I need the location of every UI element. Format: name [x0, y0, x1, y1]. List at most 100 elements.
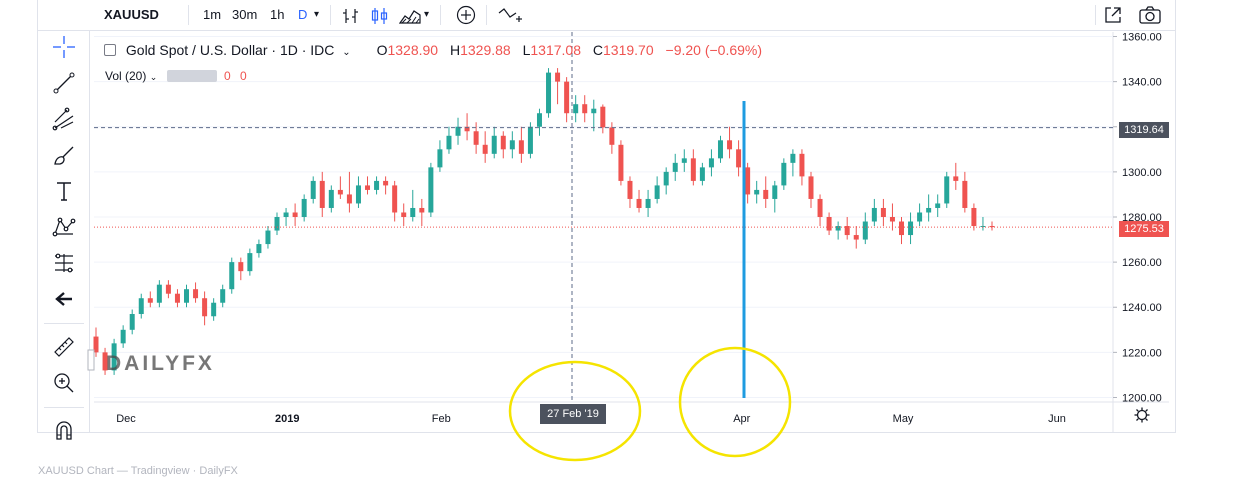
candle-body	[935, 203, 941, 208]
annotation-circle	[508, 360, 642, 462]
candle-chart-type-icon[interactable]	[370, 6, 390, 24]
candle-body	[509, 140, 515, 150]
candle-body	[500, 135, 506, 150]
candle-body	[365, 185, 371, 190]
interval-d[interactable]: D	[298, 7, 308, 22]
candles-layer	[93, 68, 995, 375]
x-tick-label: Jun	[1048, 413, 1066, 425]
zoom-in-icon[interactable]	[48, 368, 80, 398]
candle-body	[328, 189, 334, 208]
crosshair-date-label: 27 Feb '19	[540, 404, 606, 424]
candle-body	[781, 162, 787, 186]
candle-body	[953, 176, 959, 181]
y-tick-label: 1360.00	[1122, 32, 1162, 44]
interval-chevron-icon[interactable]: ▾	[314, 9, 320, 20]
sidebar-divider	[44, 323, 84, 324]
interval-30m[interactable]: 30m	[232, 7, 258, 22]
legend-low-label: L	[522, 42, 531, 58]
volume-chevron-icon[interactable]: ⌄	[149, 72, 158, 82]
candle-body	[337, 189, 343, 195]
candle-body	[808, 176, 814, 199]
candle-body	[147, 298, 153, 303]
prediction-measure-icon[interactable]	[48, 248, 80, 278]
x-tick-label: 2019	[275, 413, 299, 425]
text-tool-icon[interactable]	[48, 176, 80, 206]
candle-body	[283, 212, 289, 217]
candle-body	[618, 144, 624, 181]
candle-body	[156, 284, 162, 303]
candle-body	[663, 171, 669, 186]
legend-high-label: H	[449, 42, 461, 58]
brush-icon[interactable]	[48, 140, 80, 170]
toolbar-divider	[1095, 5, 1096, 25]
scroll-handle[interactable]	[87, 349, 95, 371]
last-price-tag: 1275.53	[1119, 221, 1169, 237]
chart-caption: XAUUSD Chart — Tradingview · DailyFX	[38, 465, 238, 477]
toolbar-divider	[440, 5, 441, 25]
legend-title[interactable]: Gold Spot / U.S. Dollar · 1D · IDC	[125, 42, 335, 58]
annotation-circle	[678, 346, 792, 458]
candle-body	[826, 217, 832, 231]
compare-icon[interactable]	[498, 6, 524, 24]
area-chevron-icon[interactable]: ▾	[424, 9, 430, 20]
candle-body	[971, 207, 977, 227]
legend-chevron-icon[interactable]: ⌄	[342, 47, 351, 58]
back-arrow-icon[interactable]	[48, 284, 80, 314]
volume-settings-icons[interactable]	[166, 70, 217, 82]
interval-1h[interactable]: 1h	[270, 7, 285, 22]
toolbar-divider	[188, 5, 189, 25]
candle-body	[93, 336, 99, 353]
candle-body	[699, 167, 705, 181]
candle-body	[754, 189, 760, 195]
pattern-tool-icon[interactable]	[48, 212, 80, 242]
candle-body	[437, 149, 443, 168]
candle-body	[654, 185, 660, 199]
candle-body	[392, 185, 398, 213]
candle-body	[555, 72, 561, 82]
candle-body	[401, 212, 407, 217]
candle-body	[645, 198, 651, 208]
top-toolbar: XAUUSD 1m 30m 1h D ▾ ▾	[38, 0, 1175, 31]
candle-body	[473, 131, 479, 145]
volume-label[interactable]: Vol (20)	[105, 69, 147, 83]
candle-body	[292, 212, 298, 217]
legend-collapse-icon[interactable]	[104, 44, 116, 56]
candle-body	[546, 72, 552, 114]
crosshair-icon[interactable]	[48, 32, 80, 62]
chart-settings-gear-icon[interactable]	[1134, 407, 1150, 428]
y-tick-label: 1240.00	[1122, 302, 1162, 314]
candle-body	[736, 149, 742, 168]
interval-1m[interactable]: 1m	[203, 7, 222, 22]
candle-body	[238, 262, 244, 272]
candle-body	[853, 235, 859, 240]
candle-body	[989, 226, 995, 228]
candle-body	[202, 298, 208, 317]
add-indicator-icon[interactable]	[456, 5, 476, 25]
candle-body	[582, 104, 588, 114]
pitchfork-icon[interactable]	[48, 104, 80, 134]
chart-legend: Gold Spot / U.S. Dollar · 1D · IDC ⌄ O13…	[104, 42, 762, 58]
magnet-icon[interactable]	[48, 416, 80, 446]
candle-body	[636, 198, 642, 208]
candle-body	[383, 180, 389, 186]
candle-body	[428, 167, 434, 213]
candle-body	[926, 207, 932, 213]
symbol-search[interactable]: XAUUSD	[104, 7, 159, 22]
ruler-icon[interactable]	[48, 332, 80, 362]
candle-body	[908, 221, 914, 236]
candle-body	[165, 284, 171, 294]
legend-high-value: 1329.88	[460, 42, 511, 58]
screenshot-camera-icon[interactable]	[1138, 4, 1162, 26]
candle-body	[889, 217, 895, 222]
y-tick-label: 1260.00	[1122, 257, 1162, 269]
candle-body	[319, 180, 325, 208]
candle-body	[518, 140, 524, 154]
area-chart-type-icon[interactable]	[398, 6, 421, 24]
fullscreen-icon[interactable]	[1102, 4, 1124, 26]
candle-body	[120, 329, 126, 344]
trend-line-icon[interactable]	[48, 68, 80, 98]
toolbar-divider	[486, 5, 487, 25]
candle-body	[862, 221, 868, 240]
bar-chart-type-icon[interactable]	[341, 6, 361, 24]
